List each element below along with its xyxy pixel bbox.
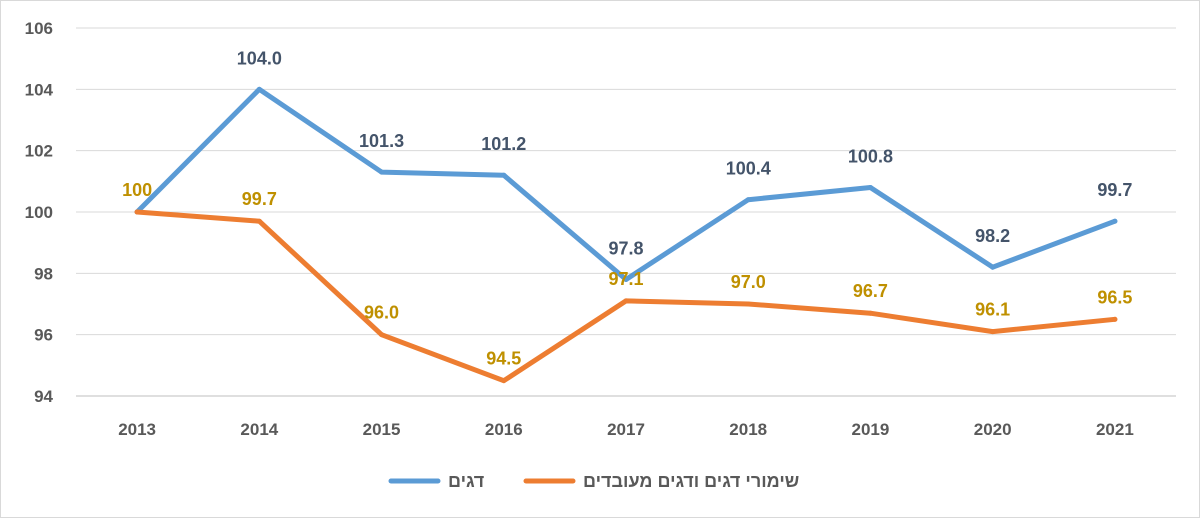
legend-label-fish: דגים: [448, 471, 484, 491]
data-point: [867, 310, 873, 316]
x-tick-label: 2017: [607, 420, 645, 439]
y-tick-label: 94: [34, 387, 53, 406]
legend-label-processed-fish: שימורי דגים ודגים מעובדים: [583, 471, 799, 491]
data-point: [1112, 218, 1118, 224]
data-point: [990, 264, 996, 270]
data-label: 97.0: [731, 272, 766, 292]
y-tick-label: 104: [25, 80, 54, 99]
data-label: 96.5: [1097, 287, 1132, 307]
data-label: 100.4: [726, 159, 771, 179]
data-point: [990, 329, 996, 335]
x-axis: 2013 2014 2015 2016 2017 2018 2019 2020 2021: [118, 420, 1134, 439]
data-label: 101.2: [481, 134, 526, 154]
data-point: [745, 197, 751, 203]
x-tick-label: 2015: [363, 420, 401, 439]
data-point: [623, 276, 629, 282]
data-label: 96.7: [853, 281, 888, 301]
y-tick-label: 106: [25, 19, 53, 38]
y-tick-label: 100: [25, 203, 53, 222]
gridlines: [76, 27, 1176, 397]
x-tick-label: 2020: [974, 420, 1012, 439]
data-point: [867, 184, 873, 190]
legend: דגים שימורי דגים ודגים מעובדים: [388, 471, 799, 491]
data-label: 98.2: [975, 226, 1010, 246]
data-point: [134, 209, 140, 215]
data-point: [501, 378, 507, 384]
y-axis: 94 96 98 100 102 104 106: [25, 19, 54, 406]
x-tick-label: 2014: [240, 420, 278, 439]
x-tick-label: 2016: [485, 420, 523, 439]
y-tick-label: 102: [25, 142, 53, 161]
y-tick-label: 98: [34, 264, 53, 283]
data-point: [1112, 316, 1118, 322]
x-tick-label: 2013: [118, 420, 156, 439]
series-line-1: [134, 209, 1118, 384]
data-point: [256, 218, 262, 224]
data-label: 96.0: [364, 303, 399, 323]
data-label: 100.8: [848, 146, 893, 166]
data-label: 99.7: [1097, 180, 1132, 200]
data-labels: 104.0 101.3 101.2 97.8 100.4 100.8 98.2 99.7 100…: [122, 48, 1132, 368]
data-point: [256, 86, 262, 92]
data-label: 99.7: [242, 189, 277, 209]
data-label: 100: [122, 180, 152, 200]
data-label: 101.3: [359, 131, 404, 151]
data-label: 104.0: [237, 48, 282, 68]
data-point: [379, 332, 385, 338]
x-tick-label: 2019: [852, 420, 890, 439]
data-label: 96.1: [975, 300, 1010, 320]
data-point: [745, 301, 751, 307]
data-point: [501, 172, 507, 178]
data-label: 97.8: [608, 238, 643, 258]
data-label: 94.5: [486, 349, 521, 369]
series-lines: [134, 86, 1118, 384]
data-point: [379, 169, 385, 175]
y-tick-label: 96: [34, 326, 53, 345]
x-tick-label: 2018: [729, 420, 767, 439]
x-tick-label: 2021: [1096, 420, 1134, 439]
data-point: [623, 298, 629, 304]
data-label: 97.1: [608, 269, 643, 289]
